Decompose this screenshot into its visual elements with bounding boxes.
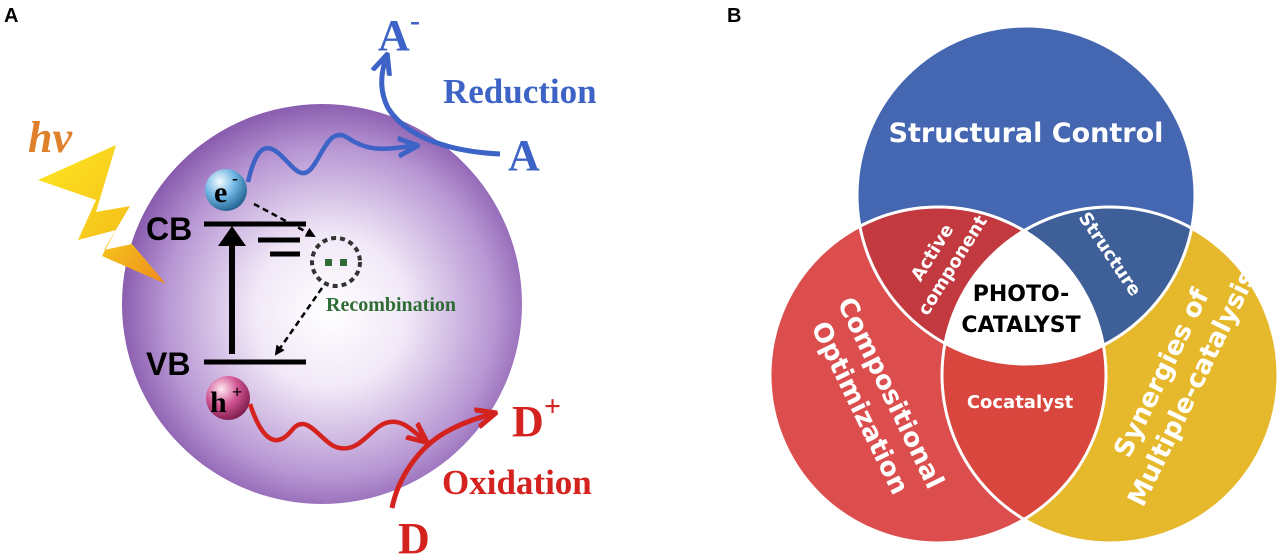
reduced-acceptor-label: A xyxy=(378,11,410,60)
semiconductor-sphere xyxy=(122,104,522,504)
oxidized-donor-sup: + xyxy=(544,390,561,423)
panel-a: A hv CB VB Recombination e - h + xyxy=(4,4,597,557)
photocatalyst-label-line2: CATALYST xyxy=(961,313,1080,338)
electron-sup: - xyxy=(232,168,238,188)
light-label: hv xyxy=(28,113,72,162)
overlap-center xyxy=(942,207,1106,364)
panel-a-letter: A xyxy=(4,5,18,27)
panel-b-letter: B xyxy=(727,5,741,27)
hole-label: h xyxy=(210,386,227,419)
light-bolt-icon xyxy=(38,145,166,284)
hole-sup: + xyxy=(232,382,242,402)
photocatalyst-label-line1: PHOTO- xyxy=(973,282,1070,307)
recombination-center xyxy=(310,236,362,288)
hole-transfer-path xyxy=(247,403,424,451)
reduced-acceptor-sup: - xyxy=(410,4,420,37)
venn-outline-left xyxy=(768,205,1108,545)
panel-b: B Structural Control Compositional Optim… xyxy=(727,5,1280,545)
oxidation-label: Oxidation xyxy=(442,463,592,502)
cb-label: CB xyxy=(146,211,192,247)
excitation-arrow-head xyxy=(218,226,246,246)
structural-control-label: Structural Control xyxy=(889,118,1164,149)
cocatalyst-label: Cocatalyst xyxy=(967,392,1074,413)
oxidized-donor-label: D xyxy=(512,397,544,446)
electron-transfer-path xyxy=(245,132,414,183)
hole-ball xyxy=(206,376,250,420)
recombination-dot-2 xyxy=(340,259,347,266)
venn-outline-top xyxy=(855,24,1197,366)
recombination-dot-1 xyxy=(325,259,332,266)
acceptor-label: A xyxy=(508,131,540,180)
venn-outline-right xyxy=(940,205,1280,545)
reduction-arrow xyxy=(382,58,501,157)
reduction-label: Reduction xyxy=(443,72,597,111)
electron-ball xyxy=(205,169,247,211)
donor-label: D xyxy=(398,514,430,557)
electron-trap-arrow xyxy=(253,202,316,238)
electron-label: e xyxy=(214,176,227,209)
recombination-arrow xyxy=(274,287,324,356)
recombination-label: Recombination xyxy=(326,294,456,316)
oxidation-arrow xyxy=(389,414,492,509)
vb-label: VB xyxy=(146,346,190,382)
